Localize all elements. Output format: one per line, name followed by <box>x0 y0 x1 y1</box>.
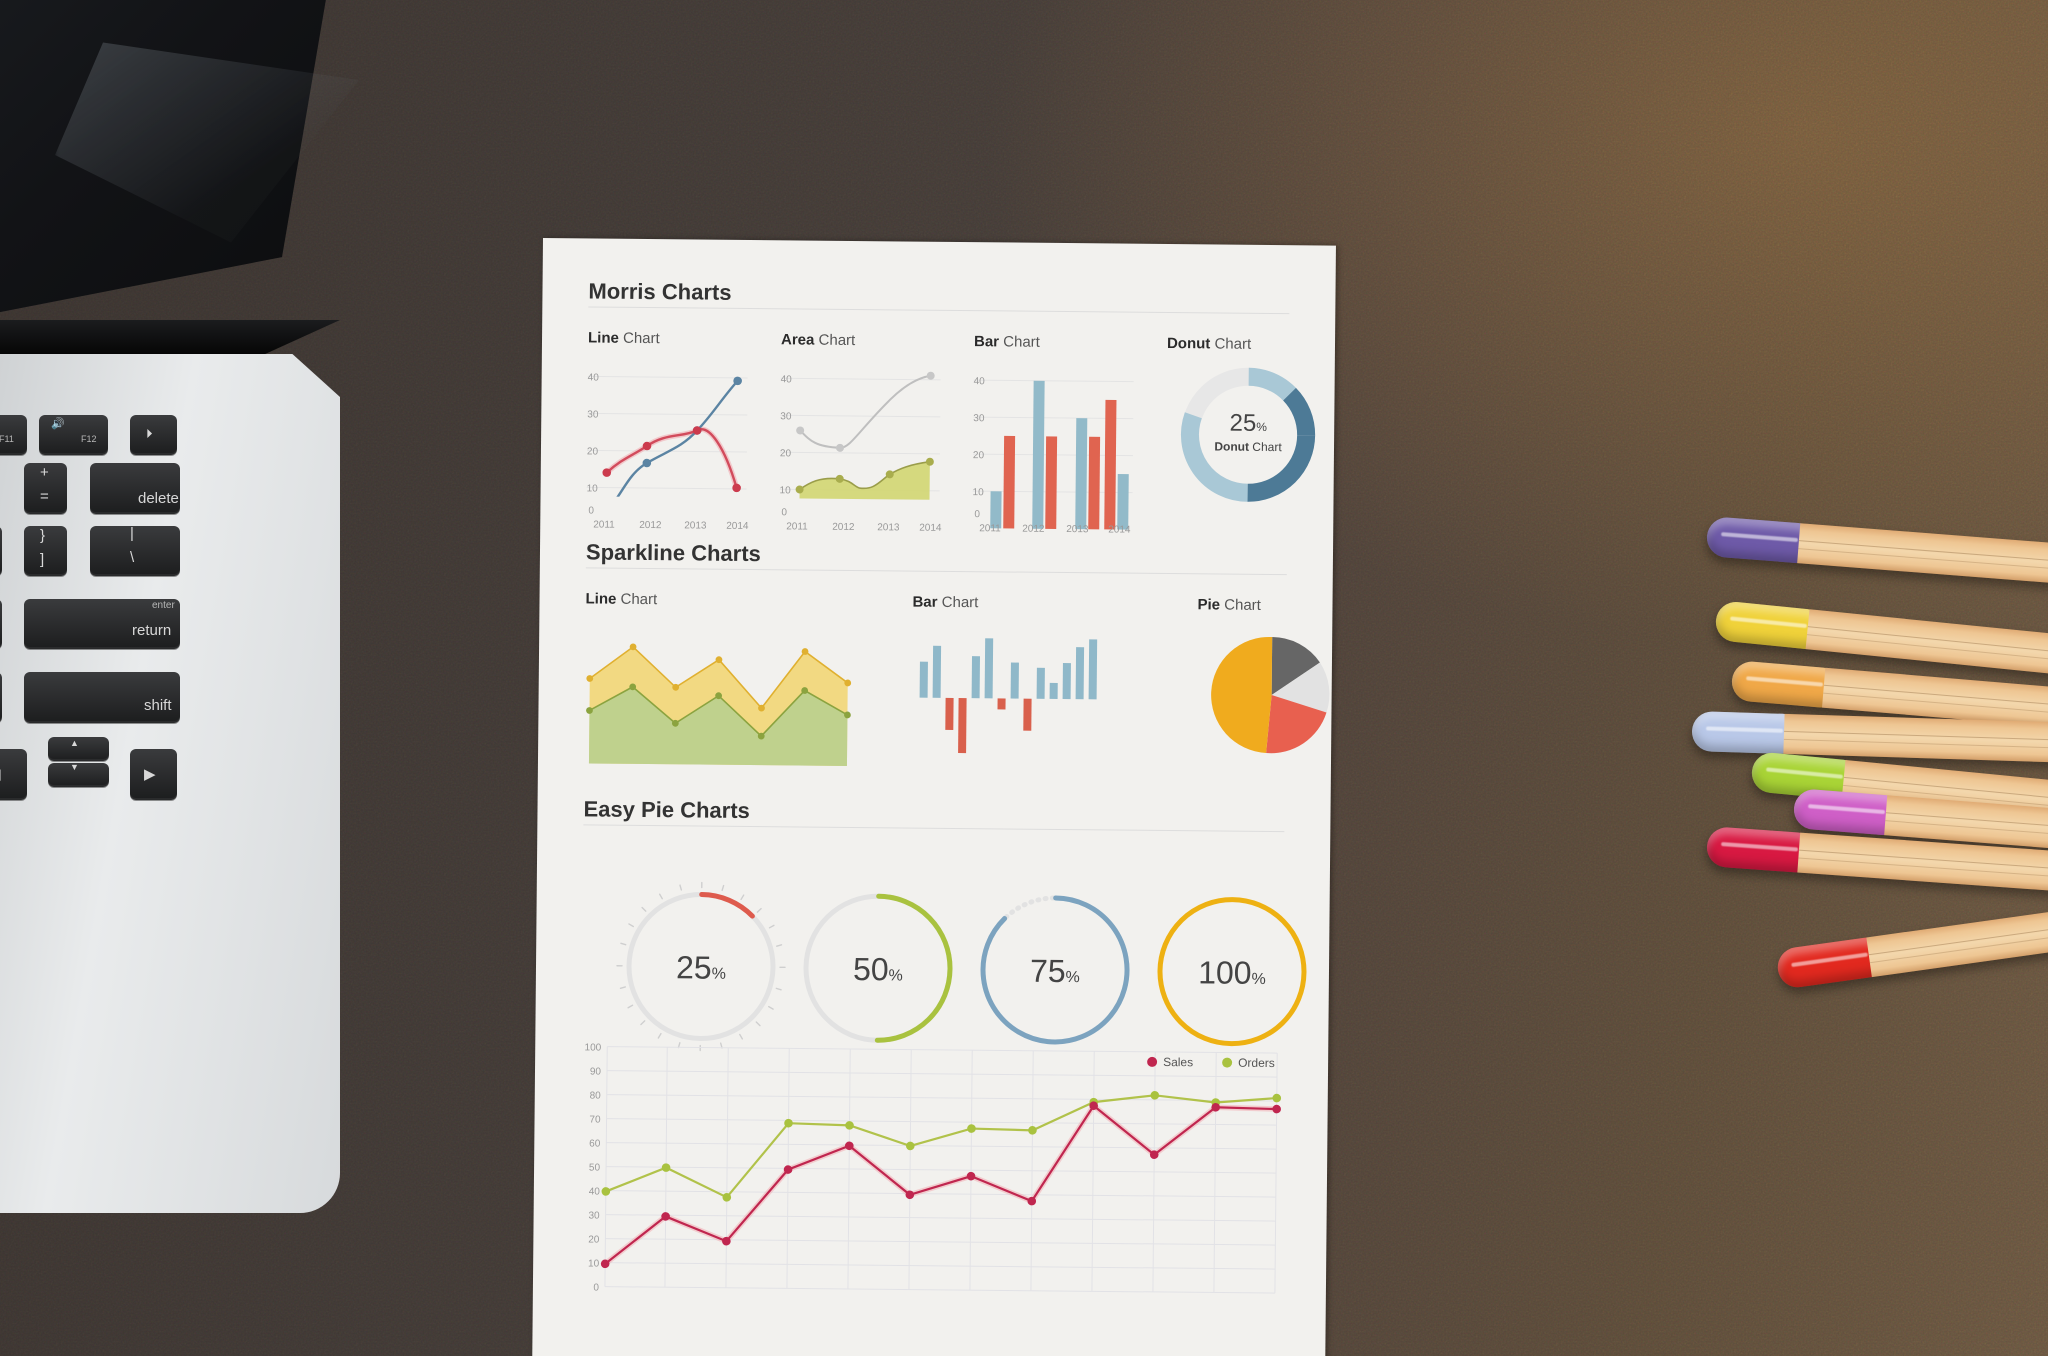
svg-text:20: 20 <box>973 450 985 461</box>
svg-text:40: 40 <box>974 376 986 387</box>
svg-text:50%: 50% <box>853 951 903 987</box>
svg-text:Donut Chart: Donut Chart <box>1214 439 1282 454</box>
svg-text:100%: 100% <box>1198 954 1266 991</box>
svg-text:Orders: Orders <box>1238 1056 1275 1070</box>
svg-text:10: 10 <box>973 487 985 498</box>
svg-text:30: 30 <box>973 413 985 424</box>
svg-text:30: 30 <box>780 411 792 422</box>
svg-text:Sales: Sales <box>1163 1055 1193 1069</box>
svg-text:25%: 25% <box>1229 410 1267 437</box>
svg-text:10: 10 <box>780 485 792 496</box>
svg-text:20: 20 <box>780 448 792 459</box>
svg-text:75%: 75% <box>1030 953 1080 989</box>
svg-text:40: 40 <box>781 374 793 385</box>
